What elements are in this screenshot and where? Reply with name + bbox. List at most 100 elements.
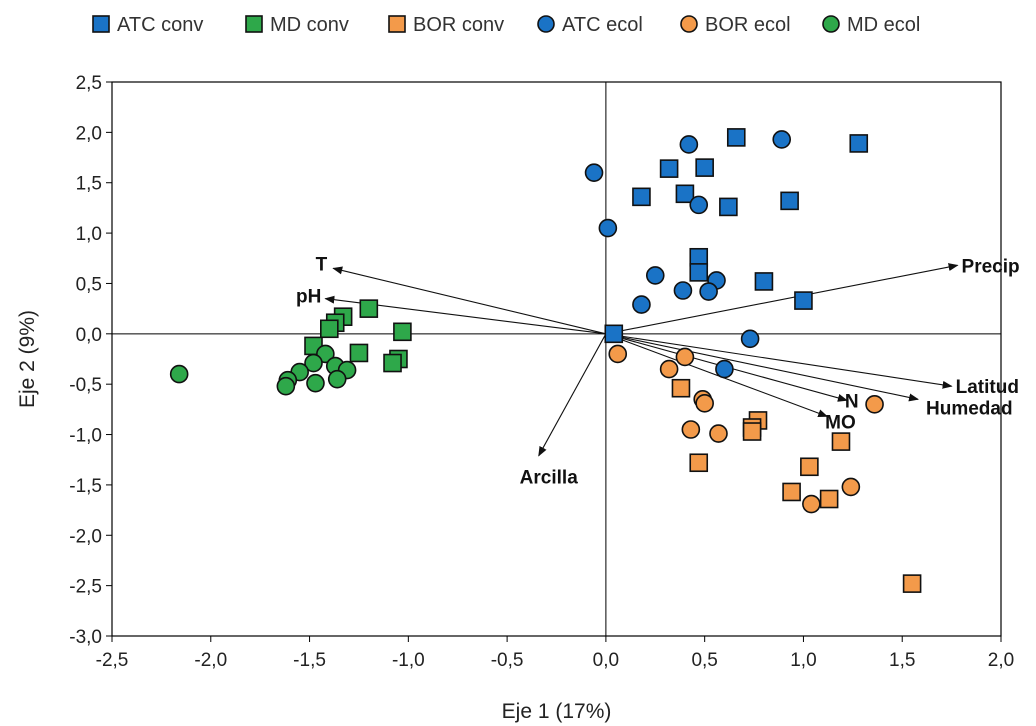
vector-label: N xyxy=(845,391,859,412)
point-bor-ecol xyxy=(802,494,821,514)
x-tick-label: -1,0 xyxy=(392,650,425,671)
point-bor-ecol xyxy=(695,394,714,413)
legend-marker xyxy=(680,15,698,33)
vector-label: Precip xyxy=(962,256,1020,277)
point-bor-conv xyxy=(742,422,762,441)
point-md-conv xyxy=(393,322,412,342)
y-axis-title: Eje 2 (9%) xyxy=(16,310,39,408)
x-tick-label: 1,5 xyxy=(889,650,915,671)
legend-marker xyxy=(537,15,555,33)
point-atc-ecol xyxy=(740,329,760,349)
point-bor-ecol xyxy=(709,424,728,443)
y-tick-label: 1,5 xyxy=(76,174,102,195)
point-atc-ecol xyxy=(598,218,618,238)
x-tick-label: -2,0 xyxy=(194,650,227,671)
point-atc-conv xyxy=(675,184,695,204)
vector-arrow xyxy=(605,333,953,389)
vector-label: Arcilla xyxy=(520,468,579,489)
x-tick-label: 0,0 xyxy=(593,650,619,671)
legend: ATC conv MD conv BOR conv ATC ecol BOR ecol M… xyxy=(92,14,920,36)
legend-label: ATC ecol xyxy=(562,14,643,36)
point-atc-conv xyxy=(754,272,774,291)
x-tick-label: -2,5 xyxy=(96,650,129,671)
point-bor-conv xyxy=(782,482,801,502)
y-tick-label: 2,0 xyxy=(76,123,102,144)
x-tick-label: 0,5 xyxy=(691,650,717,671)
y-tick-label: 1,0 xyxy=(76,224,102,245)
point-atc-conv xyxy=(604,324,624,344)
point-md-ecol xyxy=(276,376,296,396)
y-tick-label: -1,5 xyxy=(69,476,102,497)
point-atc-ecol xyxy=(679,135,699,154)
legend-marker xyxy=(92,15,110,33)
point-atc-ecol xyxy=(632,295,651,314)
point-md-conv xyxy=(383,353,402,373)
point-atc-ecol xyxy=(673,281,693,300)
plot-area xyxy=(111,81,1002,637)
point-atc-conv xyxy=(659,159,679,178)
point-atc-conv xyxy=(849,134,869,153)
legend-label: BOR conv xyxy=(413,14,504,36)
legend-label: MD conv xyxy=(270,14,349,36)
point-atc-conv xyxy=(689,263,709,282)
y-axis: 2,5 2,0 1,5 1,0 0,5 0,0 -0,5 -1,0 -1,5 -2,0 -2,5 -3… xyxy=(69,73,112,648)
y-tick-label: -3,0 xyxy=(69,627,102,648)
point-md-ecol xyxy=(304,353,323,373)
point-atc-conv xyxy=(780,191,799,211)
point-bor-conv xyxy=(831,432,851,451)
point-bor-ecol xyxy=(841,477,861,497)
y-tick-label: 2,5 xyxy=(76,73,102,94)
y-tick-label: -2,0 xyxy=(69,526,102,547)
point-atc-ecol xyxy=(645,266,665,285)
vector-label: MO xyxy=(825,412,856,433)
point-md-ecol xyxy=(327,369,347,389)
point-bor-conv xyxy=(819,489,839,509)
legend-label: ATC conv xyxy=(117,14,203,36)
vector-label: Humedad xyxy=(926,398,1013,419)
y-tick-label: -2,5 xyxy=(69,577,102,598)
point-md-conv xyxy=(359,299,379,318)
x-tick-label: 2,0 xyxy=(988,650,1014,671)
legend-label: BOR ecol xyxy=(705,14,791,36)
x-tick-label: -0,5 xyxy=(491,650,524,671)
legend-marker xyxy=(245,15,263,33)
vector-arrow xyxy=(538,333,607,457)
point-atc-ecol xyxy=(772,130,792,149)
point-bor-conv xyxy=(689,453,709,473)
vector-arrow xyxy=(605,333,829,418)
y-tick-label: 0,5 xyxy=(76,274,102,295)
x-tick-label: -1,5 xyxy=(293,650,326,671)
point-atc-conv xyxy=(726,128,746,147)
x-axis-title: Eje 1 (17%) xyxy=(502,700,612,723)
y-tick-label: -1,0 xyxy=(69,426,102,447)
point-atc-ecol xyxy=(689,195,709,215)
legend-marker xyxy=(822,15,840,33)
point-bor-conv xyxy=(671,378,691,398)
point-bor-ecol xyxy=(865,395,884,414)
legend-label: MD ecol xyxy=(847,14,920,36)
point-atc-ecol xyxy=(699,282,718,301)
point-bor-ecol xyxy=(675,347,695,367)
point-bor-ecol xyxy=(608,344,628,364)
point-bor-ecol xyxy=(681,420,701,439)
point-bor-conv xyxy=(800,457,819,477)
x-axis: -2,5 -2,0 -1,5 -1,0 -0,5 0,0 0,5 1,0 1,5 2,0 xyxy=(96,636,1014,671)
legend-marker xyxy=(388,15,406,33)
vector-arrow xyxy=(605,333,920,402)
point-atc-conv xyxy=(719,197,738,217)
point-bor-conv xyxy=(902,574,922,593)
x-tick-label: 1,0 xyxy=(790,650,816,671)
point-md-conv xyxy=(349,343,369,363)
vector-label: pH xyxy=(296,287,321,308)
vector-arrow xyxy=(605,263,959,335)
point-md-ecol xyxy=(169,364,189,384)
point-md-conv xyxy=(320,319,339,339)
point-atc-conv xyxy=(794,291,813,310)
vector-arrow xyxy=(332,266,607,335)
point-atc-ecol xyxy=(715,359,734,379)
point-atc-ecol xyxy=(584,163,604,182)
vector-label: Latitud xyxy=(956,377,1019,398)
data-points xyxy=(169,128,922,593)
